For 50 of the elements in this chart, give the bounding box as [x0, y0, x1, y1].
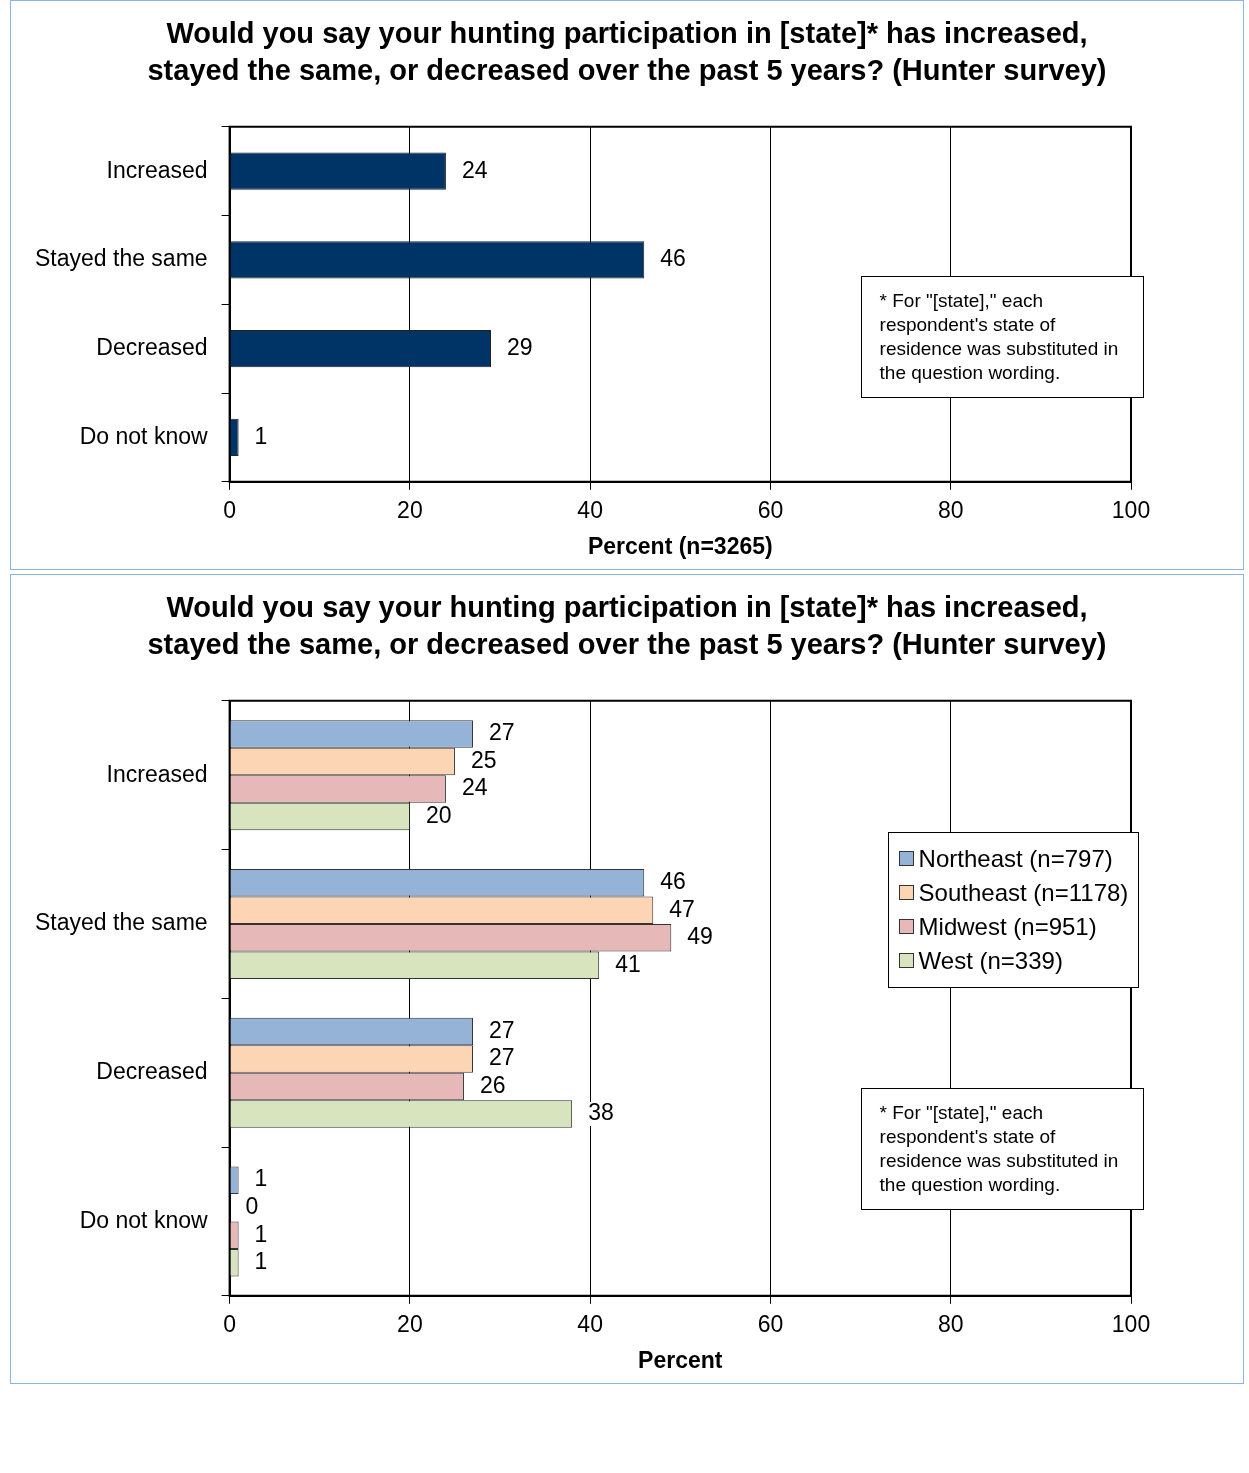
x-tick-label: 80: [937, 1310, 964, 1337]
annotation: * For "[state]," each respondent's state of residence was substituted in the question wording.: [860, 1087, 1144, 1210]
data-label: 47: [669, 895, 695, 922]
x-tick-label: 20: [397, 1310, 423, 1337]
data-label: 24: [461, 156, 488, 183]
y-tick-label: Increased: [106, 760, 208, 787]
x-tick-label: 100: [1111, 1310, 1151, 1337]
x-tick-label: 60: [757, 496, 784, 523]
x-tick-label: 40: [577, 496, 603, 523]
x-tick-label: 20: [397, 496, 423, 523]
data-label: 27: [488, 1044, 515, 1071]
data-label: 29: [507, 334, 533, 361]
chart-title: Would you say your hunting participation in [state]* has increased, stayed the same, or decreased over the past 5 years? (Hunter survey): [146, 16, 1108, 88]
x-axis-title: Percent (n=3265): [587, 532, 773, 559]
x-tick-label: 0: [223, 1310, 236, 1337]
y-tick-label: Decreased: [96, 334, 208, 361]
data-label: 38: [588, 1099, 614, 1126]
y-tick-label: Increased: [106, 156, 208, 183]
chart-title: Would you say your hunting participation in [state]* has increased, stayed the same, or decreased over the past 5 years? (Hunter survey): [146, 590, 1108, 662]
legend-label: West (n=339): [918, 946, 1063, 975]
x-tick-label: 60: [757, 1310, 784, 1337]
data-label: 20: [425, 801, 452, 828]
legend-label: Northeast (n=797): [918, 844, 1113, 873]
x-tick-label: 80: [937, 496, 964, 523]
legend-label: Midwest (n=951): [918, 912, 1097, 941]
x-axis-title: Percent: [638, 1346, 723, 1373]
data-label: 0: [245, 1193, 259, 1220]
x-tick-label: 0: [223, 496, 236, 523]
data-label: 1: [254, 1220, 268, 1247]
data-label: 49: [687, 923, 713, 950]
data-label: 26: [479, 1071, 506, 1098]
data-label: 27: [488, 719, 515, 746]
data-label: 41: [615, 950, 641, 977]
y-tick-label: Decreased: [96, 1058, 208, 1085]
data-label: 46: [660, 245, 686, 272]
data-label: 1: [254, 422, 268, 449]
data-label: 24: [461, 774, 488, 801]
data-label: 46: [660, 867, 686, 894]
data-label: 25: [470, 746, 497, 773]
legend-label: Southeast (n=1178): [918, 878, 1129, 907]
x-tick-label: 100: [1111, 496, 1151, 523]
y-tick-label: Stayed the same: [34, 909, 208, 936]
data-label: 27: [488, 1016, 515, 1043]
y-tick-label: Stayed the same: [34, 245, 208, 272]
x-tick-label: 40: [577, 1310, 603, 1337]
annotation: * For "[state]," each respondent's state of residence was substituted in the question wording.: [860, 275, 1144, 398]
data-label: 1: [254, 1165, 268, 1192]
y-tick-label: Do not know: [79, 1206, 208, 1233]
y-tick-label: Do not know: [79, 422, 208, 449]
data-label: 1: [254, 1248, 268, 1275]
